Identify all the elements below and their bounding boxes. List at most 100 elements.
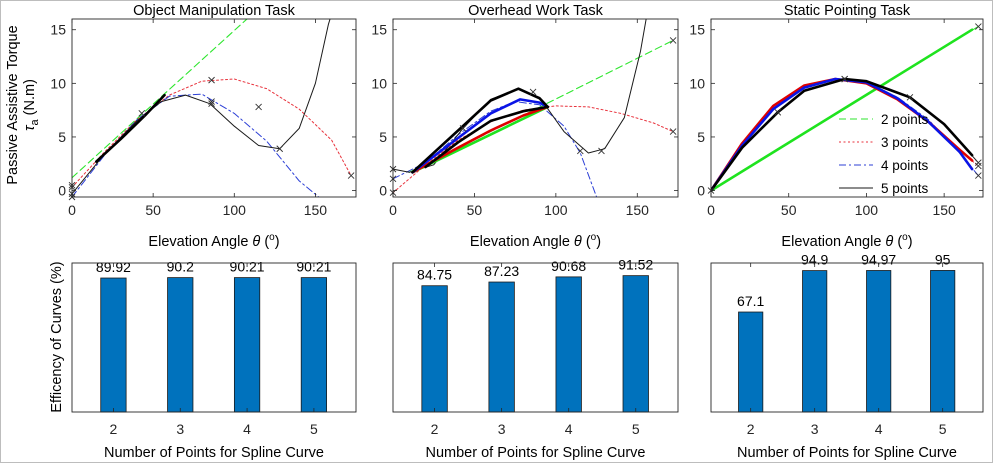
panel-title: Object Manipulation Task: [133, 3, 295, 19]
bar: [802, 270, 828, 413]
x-tick-label: 50: [467, 202, 483, 218]
series-line-5-points: [393, 19, 647, 173]
axes-frame: [71, 18, 357, 198]
x-tick-label: 2: [747, 421, 755, 437]
series-line-thick-blue: [411, 98, 549, 174]
x-axis-label: Number of Points for Spline Curve: [104, 445, 324, 461]
x-tick-label: 2: [110, 421, 118, 437]
bar: [300, 277, 327, 413]
axes-frame: [392, 18, 679, 198]
x-marker: [459, 125, 467, 132]
x-marker: [841, 75, 848, 83]
y-tick-label: 10: [371, 75, 387, 91]
x-marker: [208, 98, 215, 105]
y-tick-label: 5: [697, 129, 705, 145]
x-tick-label: 2: [431, 421, 439, 437]
axes-frame: [710, 262, 984, 413]
x-tick-label: 50: [145, 202, 161, 218]
x-marker: [975, 23, 982, 30]
bar-value-label: 67.1: [737, 293, 764, 309]
x-marker: [347, 172, 355, 179]
y-axis-label: Passive Assistive Torque: [5, 25, 21, 184]
bar-value-label: 94.97: [861, 251, 896, 267]
axes-frame: [71, 262, 357, 413]
y-tick-label: 10: [50, 75, 66, 91]
series-line-thick-blue: [711, 77, 974, 192]
x-marker: [975, 159, 982, 167]
x-marker: [529, 88, 537, 96]
series-line-3-points: [393, 105, 674, 194]
plot-area: [72, 19, 352, 197]
legend-label: 5 points: [881, 181, 929, 196]
x-tick-label: 150: [626, 202, 650, 218]
x-axis-label: Number of Points for Spline Curve: [425, 445, 645, 461]
y-tick-label: 15: [689, 22, 705, 38]
legend-label: 4 points: [881, 158, 929, 173]
panel-title: Static Pointing Task: [784, 3, 911, 19]
bar-value-label: 89.92: [96, 259, 131, 275]
bar: [866, 270, 892, 413]
bar: [488, 281, 515, 413]
x-tick-label: 4: [875, 421, 883, 437]
x-marker: [208, 76, 215, 84]
x-tick-label: 50: [781, 202, 797, 218]
x-tick-label: 5: [310, 421, 318, 437]
bar: [622, 275, 649, 413]
series-line-thick-black: [411, 87, 549, 174]
x-tick-label: 100: [544, 202, 568, 218]
line-panel-2: 0 50 100 150 0 5 10 15 Overhead Work Task Elevati…: [371, 3, 679, 250]
series-line-data: [95, 93, 166, 163]
x-marker: [774, 108, 782, 116]
x-axis-label: Elevation Angle θ (o): [781, 232, 912, 250]
bar: [167, 277, 194, 413]
x-marker: [255, 103, 262, 111]
x-marker: [576, 147, 584, 155]
bar: [421, 285, 448, 413]
bar-value-label: 95: [935, 251, 951, 267]
x-tick-label: 100: [855, 202, 879, 218]
x-marker: [669, 128, 677, 135]
series-line-3-points: [72, 78, 352, 188]
y-tick-label: 5: [379, 129, 387, 145]
x-axis-label: Number of Points for Spline Curve: [737, 445, 957, 461]
x-marker: [906, 93, 914, 101]
series-line-4-points: [393, 101, 598, 197]
x-marker: [975, 162, 982, 170]
series-line-thick-red: [411, 105, 549, 174]
y-tick-label: 10: [689, 75, 705, 91]
x-tick-label: 5: [632, 421, 640, 437]
x-tick-label: 0: [707, 202, 715, 218]
y-tick-label: 15: [50, 22, 66, 38]
x-marker: [598, 147, 605, 155]
x-tick-label: 5: [939, 421, 947, 437]
series-line-4-points: [72, 93, 320, 197]
y-tick-label: 5: [58, 129, 66, 145]
plot-area: [393, 19, 674, 197]
x-tick-label: 100: [223, 202, 247, 218]
series-line-data: [424, 105, 549, 169]
bar: [100, 277, 127, 413]
y-tick-label: 15: [371, 22, 387, 38]
bar-value-label: 94.9: [801, 252, 828, 268]
bar-value-label: 87.23: [484, 263, 519, 279]
x-tick-label: 0: [68, 202, 76, 218]
axes-frame: [392, 262, 679, 413]
x-marker: [208, 100, 215, 108]
y-tick-label: 0: [379, 183, 387, 199]
bar: [233, 277, 261, 413]
x-tick-label: 150: [932, 202, 956, 218]
x-marker: [669, 37, 677, 44]
plot-area: [711, 25, 979, 192]
x-axis-label: Elevation Angle θ (o): [470, 232, 601, 250]
x-tick-label: 3: [176, 421, 184, 437]
x-marker: [138, 110, 146, 117]
x-axis-label: Elevation Angle θ (o): [148, 232, 279, 250]
panel-title: Overhead Work Task: [468, 3, 604, 19]
x-marker: [975, 172, 982, 179]
x-tick-label: 3: [811, 421, 819, 437]
bar-value-label: 84.75: [417, 267, 452, 283]
bar: [930, 270, 956, 413]
y-axis-label-symbol: τa (N.m): [22, 79, 41, 131]
axes-frame: [710, 18, 984, 198]
